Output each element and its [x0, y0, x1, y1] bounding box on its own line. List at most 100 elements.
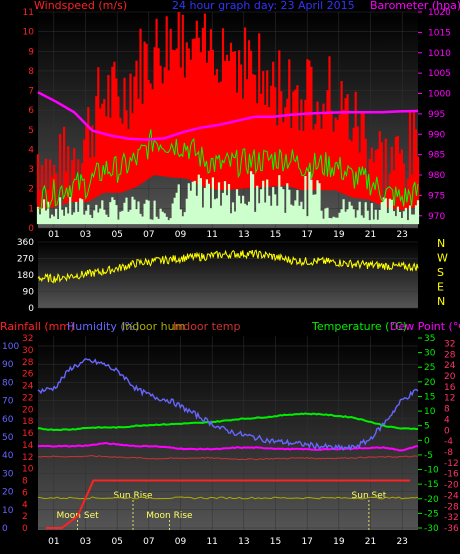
- compass-label: W: [437, 252, 448, 265]
- rainfall-label: Rainfall (mm): [0, 320, 74, 333]
- baro-tick-label: 1000: [428, 90, 451, 100]
- temp-tick-label: 5: [424, 422, 430, 432]
- dew-tick-label: -28: [444, 502, 459, 512]
- temp-tick-label: 0: [424, 436, 430, 446]
- x-tick-label: 03: [80, 537, 91, 547]
- x-tick-label: 11: [206, 230, 217, 240]
- compass-label: S: [437, 266, 444, 279]
- temperature-series: [37, 412, 419, 432]
- dew-tick-label: -8: [444, 448, 453, 458]
- rainfall-series: [45, 479, 411, 529]
- barometer-series: [37, 91, 419, 141]
- wind-tick-label: 6: [28, 106, 34, 116]
- humidity-tick-label: 10: [2, 506, 14, 516]
- baro-tick-label: 980: [428, 171, 445, 181]
- rain-tick-label: 22: [22, 393, 33, 403]
- direction-tick-label: 0: [28, 304, 34, 314]
- temp-tick-label: -30: [424, 524, 439, 534]
- wind-tick-label: 3: [28, 165, 34, 175]
- x-tick-label: 09: [175, 230, 187, 240]
- humidity-tick-label: 40: [2, 451, 14, 461]
- rain-tick-label: 18: [22, 417, 34, 427]
- wind-tick-label: 4: [28, 145, 34, 155]
- x-tick-label: 17: [301, 230, 312, 240]
- humidity-tick-label: 100: [2, 342, 19, 352]
- x-tick-label: 05: [111, 537, 122, 547]
- humidity-tick-label: 60: [2, 415, 14, 425]
- compass-label: N: [437, 237, 445, 250]
- x-tick-label: 19: [333, 230, 345, 240]
- event-label: Sun Set: [352, 491, 387, 501]
- dew-tick-label: -12: [444, 459, 459, 469]
- temp-tick-label: 20: [424, 378, 436, 388]
- humidity-label: Humidity (%): [67, 320, 139, 333]
- temperature-label: Temperature (°C): [311, 320, 407, 333]
- rain-tick-label: 10: [22, 465, 34, 475]
- wind-panel: 0123456789101197097598098599099510001005…: [23, 8, 452, 240]
- dew-tick-label: 24: [444, 361, 456, 371]
- dew-tick-label: 0: [444, 426, 450, 436]
- indoor-hum-series: [37, 496, 419, 500]
- indoor-hum-label: Indoor hum: [122, 320, 185, 333]
- temp-tick-label: -10: [424, 466, 439, 476]
- x-tick-label: 01: [48, 537, 59, 547]
- indoor-temp-series: [37, 455, 419, 461]
- rain-tick-label: 8: [22, 477, 28, 487]
- dew-tick-label: 20: [444, 372, 456, 382]
- dew-tick-label: 16: [444, 383, 456, 393]
- x-tick-label: 15: [270, 537, 281, 547]
- humidity-tick-label: 70: [2, 397, 14, 407]
- temp-tick-label: -5: [424, 451, 433, 461]
- direction-tick-label: 270: [17, 255, 34, 265]
- dew-tick-label: -4: [444, 437, 453, 447]
- wind-tick-label: 8: [28, 67, 34, 77]
- x-tick-label: 21: [365, 537, 376, 547]
- indoor-temp-label: Indoor temp: [173, 320, 240, 333]
- rain-tick-label: 2: [22, 512, 28, 522]
- wind-tick-label: 2: [28, 185, 34, 195]
- baro-tick-label: 990: [428, 130, 445, 140]
- temp-tick-label: -20: [424, 495, 439, 505]
- rain-tick-label: 28: [22, 358, 34, 368]
- x-tick-label: 19: [333, 537, 345, 547]
- baro-tick-label: 995: [428, 110, 445, 120]
- baro-tick-label: 1005: [428, 69, 451, 79]
- x-tick-label: 23: [396, 537, 407, 547]
- dew-point-label: Dew Point (°C): [390, 320, 460, 333]
- dew-tick-label: -32: [444, 513, 459, 523]
- humidity-tick-label: 80: [2, 378, 14, 388]
- direction-tick-label: 360: [17, 238, 34, 248]
- x-tick-label: 05: [111, 230, 122, 240]
- humidity-tick-label: 20: [2, 488, 14, 498]
- x-tick-label: 15: [270, 230, 281, 240]
- rain-tick-label: 6: [22, 488, 28, 498]
- rain-tick-label: 16: [22, 429, 34, 439]
- x-tick-label: 11: [206, 537, 217, 547]
- direction-series: [37, 249, 419, 284]
- wind-tick-label: 10: [23, 28, 35, 38]
- direction-tick-label: 180: [17, 271, 34, 281]
- event-label: Moon Rise: [146, 511, 193, 521]
- x-tick-label: 03: [80, 230, 91, 240]
- humidity-tick-label: 50: [2, 433, 14, 443]
- compass-label: N: [437, 295, 445, 308]
- humidity-tick-label: 90: [2, 360, 14, 370]
- compass-label: E: [437, 281, 444, 294]
- wind-tick-label: 0: [28, 224, 34, 234]
- x-tick-label: 07: [143, 537, 154, 547]
- temp-tick-label: 30: [424, 349, 436, 359]
- x-tick-label: 01: [48, 230, 59, 240]
- rain-tick-label: 20: [22, 405, 34, 415]
- temp-tick-label: 15: [424, 392, 435, 402]
- baro-tick-label: 1010: [428, 49, 451, 59]
- dew-tick-label: -24: [444, 491, 459, 501]
- rain-tick-label: 14: [22, 441, 34, 451]
- baro-tick-label: 1020: [428, 8, 451, 18]
- x-tick-label: 21: [365, 230, 376, 240]
- wind-tick-label: 5: [28, 126, 34, 136]
- baro-tick-label: 1015: [428, 28, 451, 38]
- temperature-panel: 0102030405060708090100024681012141618202…: [2, 334, 459, 547]
- dew-tick-label: -36: [444, 524, 459, 534]
